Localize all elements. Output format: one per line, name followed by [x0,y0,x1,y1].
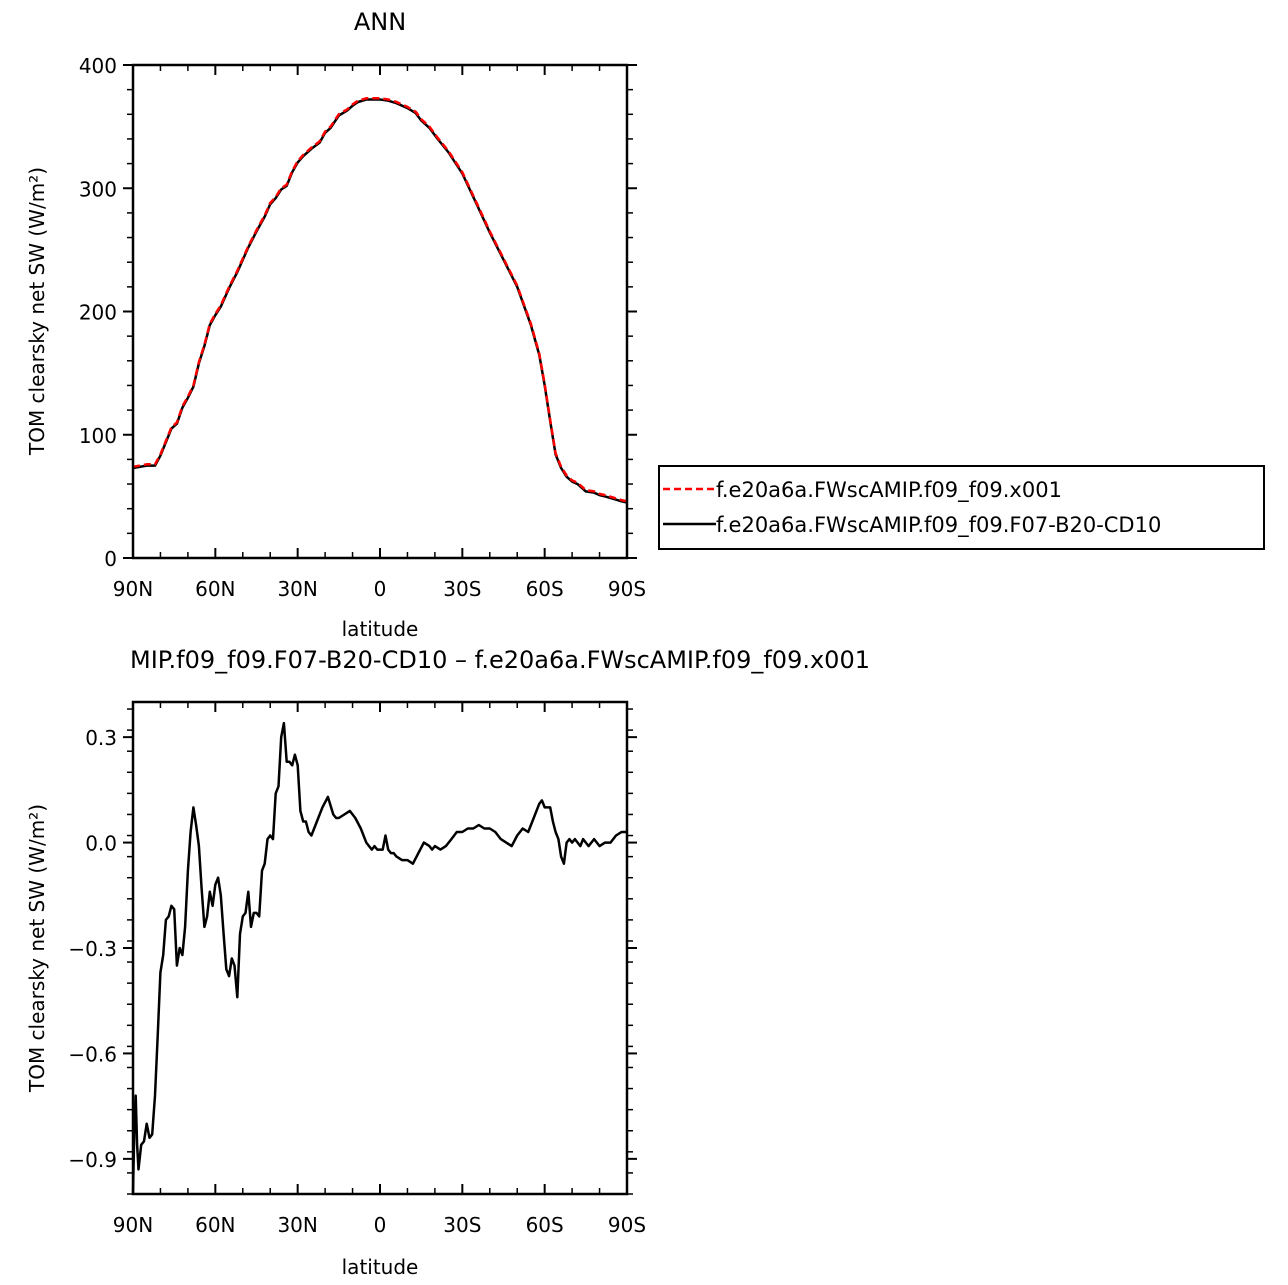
legend-label-series-1: f.e20a6a.FWscAMIP.f09_f09.x001 [716,478,1062,503]
x-tick-label: 30S [443,1213,481,1237]
series-line-1 [132,97,628,503]
x-tick-label: 30S [443,577,481,601]
top-ticks [123,64,637,559]
y-tick-label: 400 [79,54,117,78]
y-tick-label: −0.9 [68,1148,117,1172]
bottom-panel: MIP.f09_f09.F07-B20-CD10 – f.e20a6a.FWsc… [25,646,870,1279]
x-tick-label: 0 [374,1213,387,1237]
y-tick-label: 0.0 [85,832,117,856]
x-tick-label: 90N [113,1213,153,1237]
top-series-lines [132,97,628,504]
top-plot-frame [131,63,629,560]
legend: f.e20a6a.FWscAMIP.f09_f09.x001 f.e20a6a.… [658,465,1265,550]
x-tick-label: 60S [526,577,564,601]
y-tick-label: 100 [79,424,117,448]
top-x-axis-label: latitude [342,617,419,641]
x-tick-label: 30N [277,1213,317,1237]
series-line-1 [131,721,627,1195]
bottom-plot-frame [131,700,629,1196]
x-tick-label: 30N [277,577,317,601]
x-tick-label: 60N [195,1213,235,1237]
x-tick-label: 90S [608,577,646,601]
y-tick-label: 300 [79,177,117,201]
y-tick-label: 200 [79,301,117,325]
x-tick-label: 60S [526,1213,564,1237]
y-tick-label: −0.6 [68,1042,117,1066]
x-tick-label: 60N [195,577,235,601]
y-tick-label: 0 [104,547,117,571]
legend-label-series-2: f.e20a6a.FWscAMIP.f09_f09.F07-B20-CD10 [716,513,1161,538]
bottom-y-axis-label: TOM clearsky net SW (W/m²) [25,804,49,1093]
bottom-chart-title: MIP.f09_f09.F07-B20-CD10 – f.e20a6a.FWsc… [130,646,870,674]
bottom-series-lines [131,721,627,1195]
y-tick-label: 0.3 [85,726,117,750]
x-tick-label: 90S [608,1213,646,1237]
bottom-tick-labels: 90N 60N 30N 0 30S 60S 90S −0.9 −0.6 −0.3 0.0 0.3 [68,726,646,1237]
top-y-axis-label: TOM clearsky net SW (W/m²) [25,167,49,456]
y-tick-label: −0.3 [68,937,117,961]
x-tick-label: 90N [113,577,153,601]
legend-frame [658,465,1265,550]
x-tick-label: 0 [374,577,387,601]
bottom-x-axis-label: latitude [342,1255,419,1279]
top-chart-title: ANN [354,8,406,36]
top-panel: ANN 90N 60N 30N 0 30S 60S 90S 0 100 200 300 400 lat… [25,8,646,641]
top-tick-labels: 90N 60N 30N 0 30S 60S 90S 0 100 200 300 400 [79,54,646,601]
bottom-ticks [123,702,637,1195]
